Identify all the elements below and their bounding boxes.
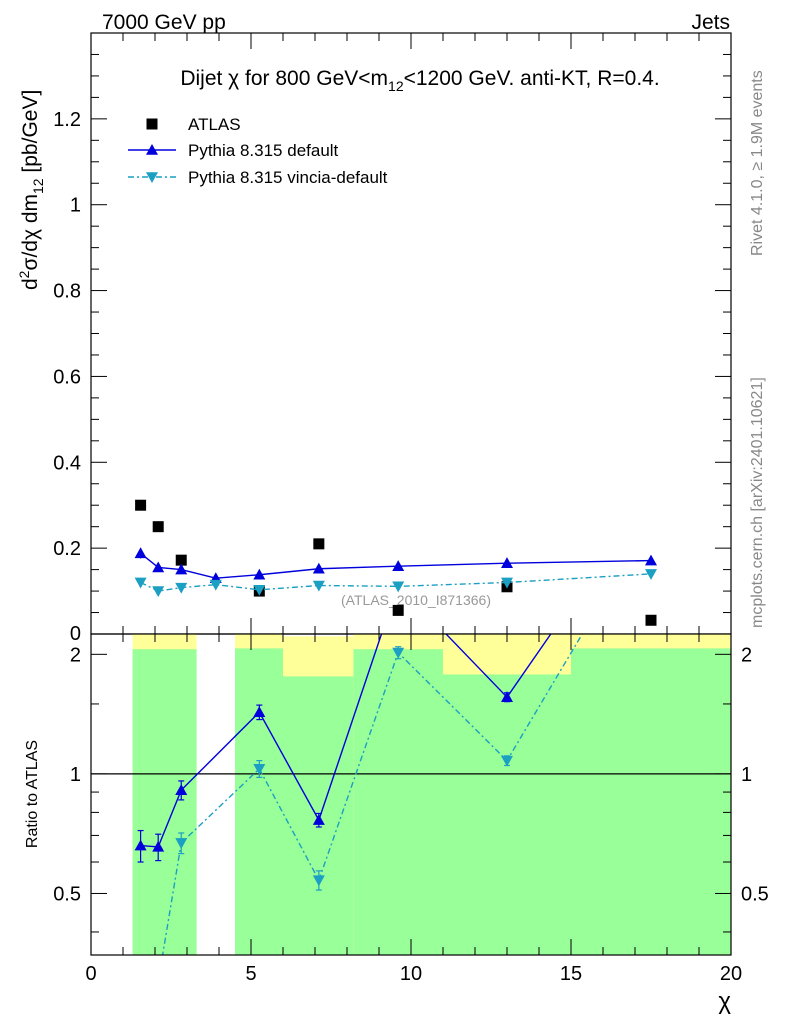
ratio-data-point bbox=[645, 514, 657, 525]
main-data-point bbox=[312, 562, 325, 574]
ratio-data-point bbox=[392, 647, 405, 659]
main-frame bbox=[90, 32, 732, 635]
ratio-band-green bbox=[235, 648, 283, 955]
ratio-band-green bbox=[571, 648, 731, 955]
main-data-point bbox=[645, 554, 657, 566]
legend-label: ATLAS bbox=[188, 115, 241, 134]
ratio-data-group bbox=[134, 483, 657, 988]
ratio-data-point bbox=[645, 483, 657, 494]
ratio-y-tick-label-right: 0.5 bbox=[741, 883, 769, 905]
main-y-tick-label: 1 bbox=[70, 195, 81, 217]
ratio-frame bbox=[90, 633, 732, 956]
main-data-point bbox=[175, 554, 187, 566]
header-left: 7000 GeV pp bbox=[102, 11, 226, 34]
main-data-point bbox=[152, 561, 165, 573]
ratio-series-line bbox=[161, 634, 584, 955]
main-title: Dijet χ for 800 GeV<m12<1200 GeV. anti-K… bbox=[180, 67, 659, 94]
main-data-point bbox=[501, 557, 513, 568]
ratio-y-axis-label: Ratio to ATLAS bbox=[24, 740, 41, 848]
ratio-data-point bbox=[253, 763, 266, 775]
ratio-x-tick-label: 10 bbox=[400, 963, 422, 985]
ratio-data-point bbox=[501, 755, 513, 767]
main-y-tick-label: 1.2 bbox=[53, 109, 81, 131]
ratio-x-tick-label: 15 bbox=[560, 963, 582, 985]
main-data-point bbox=[209, 579, 222, 591]
main-y-tick-label: 0.6 bbox=[53, 366, 81, 388]
header-right: Jets bbox=[691, 11, 730, 34]
main-data-point bbox=[253, 584, 266, 596]
ratio-bands-group bbox=[132, 634, 731, 955]
main-y-tick-label: 0 bbox=[70, 623, 81, 645]
ratio-data-point bbox=[253, 706, 266, 717]
ratio-y-tick-label: 0.5 bbox=[53, 883, 81, 905]
ratio-data-point bbox=[501, 691, 513, 702]
main-data-point bbox=[135, 499, 147, 511]
main-y-tick-label: 0.8 bbox=[53, 281, 81, 303]
ratio-data-point bbox=[152, 840, 165, 852]
main-data-point bbox=[392, 604, 404, 616]
ratio-y-tick-label: 2 bbox=[70, 644, 81, 666]
legend-marker bbox=[146, 172, 158, 183]
main-y-axis-label: d2σ/dχ dm12 [pb/GeV] bbox=[16, 90, 46, 290]
legend-marker bbox=[146, 144, 158, 155]
ratio-x-tick-label: 5 bbox=[245, 963, 256, 985]
ratio-band-green bbox=[353, 649, 443, 955]
ratio-data-point bbox=[312, 814, 325, 825]
main-y-tick-label: 0.2 bbox=[53, 538, 81, 560]
main-data-point bbox=[175, 582, 188, 594]
main-data-point bbox=[152, 521, 164, 533]
ratio-data-point bbox=[175, 784, 188, 795]
ratio-y-tick-label-right: 1 bbox=[741, 764, 752, 786]
main-data-point bbox=[152, 586, 165, 598]
ratio-y-tick-label: 1 bbox=[70, 764, 81, 786]
main-data-group bbox=[134, 499, 657, 626]
legend-marker bbox=[146, 118, 158, 130]
main-data-point bbox=[134, 577, 147, 589]
ratio-x-axis-label: χ bbox=[718, 988, 731, 1015]
main-data-point bbox=[392, 560, 405, 571]
main-data-point bbox=[253, 568, 266, 580]
ratio-data-point bbox=[152, 977, 164, 988]
main-plot-panel: 0 0.2 0.4 0.6 0.8 1 1.2 Dijet χ for 800 GeV<m12… bbox=[16, 32, 732, 645]
ratio-data-point bbox=[134, 839, 147, 851]
main-data-point bbox=[134, 547, 147, 559]
ratio-data-point bbox=[175, 838, 188, 849]
ratio-data-point bbox=[312, 875, 325, 887]
legend-label: Pythia 8.315 vincia-default bbox=[188, 168, 388, 187]
ratio-x-tick-label: 20 bbox=[720, 963, 742, 985]
main-data-point bbox=[501, 577, 513, 589]
ratio-band-green bbox=[443, 674, 571, 955]
main-data-point bbox=[645, 569, 657, 580]
main-watermark: (ATLAS_2010_I871366) bbox=[341, 592, 491, 608]
main-data-point bbox=[175, 563, 188, 575]
main-y-tick-label: 0.4 bbox=[53, 452, 81, 474]
ratio-x-tick-label: 0 bbox=[85, 963, 96, 985]
main-data-point bbox=[645, 614, 657, 626]
ratio-y-tick-label-right: 2 bbox=[741, 644, 752, 666]
rivet-label: Rivet 4.1.0, ≥ 1.9M events bbox=[749, 70, 766, 256]
ratio-series-line bbox=[140, 634, 552, 848]
ratio-data-point bbox=[135, 977, 147, 988]
main-data-point bbox=[313, 538, 325, 550]
main-data-point bbox=[392, 581, 405, 593]
mcplots-label: mcplots.cern.ch [arXiv:2401.10621] bbox=[749, 377, 766, 628]
main-data-point bbox=[312, 580, 325, 592]
legend-label: Pythia 8.315 default bbox=[188, 141, 339, 160]
ratio-band-green bbox=[132, 649, 197, 955]
